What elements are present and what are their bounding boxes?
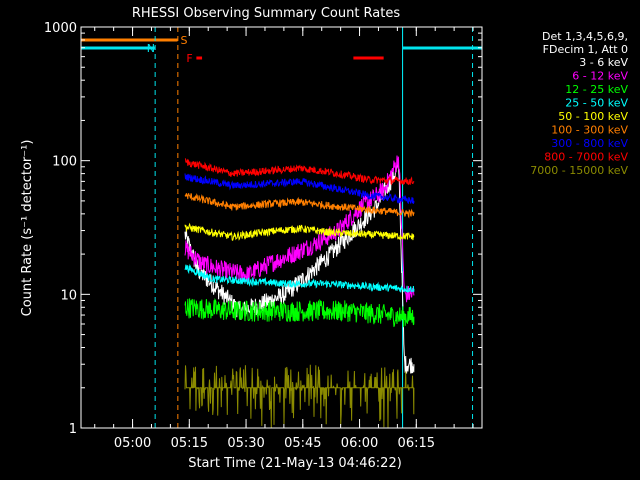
flag-label-f: F <box>186 52 192 65</box>
legend-entry: 12 - 25 keV <box>565 83 628 96</box>
legend-entry: 800 - 7000 keV <box>544 151 628 164</box>
x-tick-label: 05:15 <box>171 436 208 451</box>
axes-frame <box>80 26 483 429</box>
series-line-5 <box>184 192 415 219</box>
y-axis-label: Count Rate (s⁻¹ detector⁻¹) <box>20 140 35 317</box>
legend-header: FDecim 1, Att 0 <box>543 43 628 56</box>
legend-entry: 100 - 300 keV <box>551 124 628 137</box>
x-tick-label: 05:00 <box>114 436 151 451</box>
timestamp: 19-Oct-2021 08:42 <box>533 465 637 478</box>
x-tick-label: 06:00 <box>341 436 378 451</box>
y-tick-label: 10 <box>60 288 77 303</box>
legend-header: Det 1,3,4,5,6,9, <box>542 30 628 43</box>
legend-entry: 300 - 800 keV <box>551 137 628 150</box>
series-line-3 <box>184 263 415 294</box>
legend: Det 1,3,4,5,6,9,FDecim 1, Att 03 - 6 keV… <box>530 30 628 177</box>
legend-entry: 25 - 50 keV <box>565 97 628 110</box>
series-line-2 <box>184 298 415 328</box>
series-line-6 <box>184 173 415 205</box>
x-tick-label: 05:30 <box>227 436 264 451</box>
series-line-8 <box>184 364 415 428</box>
plot-area: S N F <box>81 27 482 428</box>
legend-entry: 3 - 6 keV <box>579 56 628 69</box>
x-axis-label: Start Time (21-May-13 04:46:22) <box>188 456 402 471</box>
y-tick-label: 1 <box>69 422 77 437</box>
y-tick-label: 100 <box>52 155 77 170</box>
chart-title: RHESSI Observing Summary Count Rates <box>132 6 401 21</box>
series-line-1 <box>184 155 415 303</box>
x-tick-label: 05:45 <box>284 436 321 451</box>
legend-entry: 7000 - 15000 keV <box>530 164 628 177</box>
axes: 1 10 100 1000 05:00 05:15 05:30 05:45 06:00 06:15 <box>44 21 483 451</box>
legend-entry: 6 - 12 keV <box>572 70 628 83</box>
flag-label-n: N <box>147 42 155 55</box>
y-tick-label: 1000 <box>44 21 77 36</box>
series-line-7 <box>184 158 415 186</box>
flag-label-s: S <box>180 34 187 47</box>
x-tick-label: 06:15 <box>398 436 435 451</box>
series-line-4 <box>184 222 415 242</box>
series-line-0 <box>184 160 415 374</box>
legend-entry: 50 - 100 keV <box>558 110 628 123</box>
